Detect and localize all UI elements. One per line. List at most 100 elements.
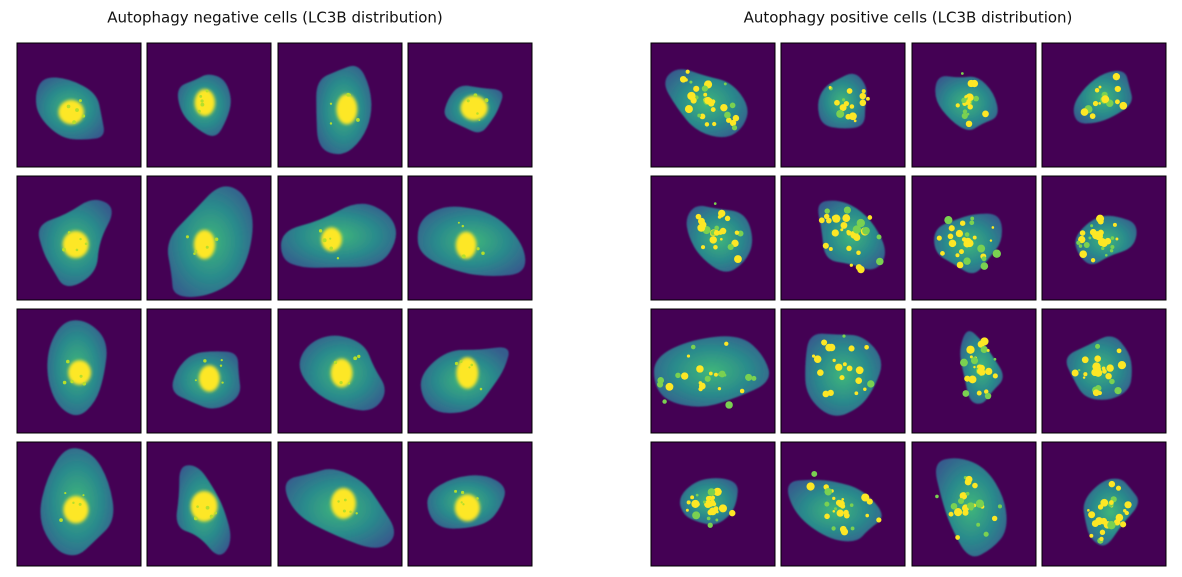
nucleus (198, 365, 220, 392)
puncta (1099, 236, 1103, 239)
cell-image (146, 308, 272, 434)
puncta (72, 120, 77, 125)
image-background (277, 308, 403, 434)
puncta (468, 366, 471, 369)
nucleus (63, 495, 89, 524)
puncta (846, 245, 852, 252)
puncta (684, 105, 693, 114)
puncta (59, 518, 63, 522)
puncta (832, 214, 841, 223)
puncta (962, 509, 969, 516)
puncta (357, 354, 361, 359)
puncta (693, 85, 700, 92)
nucleus (58, 99, 85, 125)
puncta (347, 382, 351, 385)
puncta (72, 501, 75, 505)
puncta (836, 509, 844, 517)
puncta (824, 487, 833, 496)
puncta (831, 229, 839, 237)
cell-image (16, 42, 142, 168)
puncta (855, 377, 863, 385)
nucleus (455, 231, 477, 259)
cell-image (16, 308, 142, 434)
puncta (806, 482, 815, 491)
nucleus (460, 95, 488, 121)
puncta (713, 244, 718, 250)
puncta (955, 253, 960, 258)
puncta (1115, 513, 1124, 522)
nucleus (336, 93, 358, 125)
puncta (708, 502, 712, 506)
puncta (739, 388, 745, 394)
puncta (976, 522, 981, 527)
puncta (959, 220, 966, 226)
nucleus (454, 494, 480, 522)
puncta (1110, 245, 1115, 250)
cell-image (1041, 308, 1167, 434)
puncta (846, 88, 853, 94)
puncta (470, 363, 474, 367)
puncta (944, 216, 953, 225)
puncta (1088, 511, 1096, 519)
puncta (1083, 242, 1090, 248)
puncta (876, 257, 884, 266)
puncta (79, 237, 82, 241)
puncta (701, 85, 708, 92)
puncta (958, 497, 965, 505)
puncta (1079, 250, 1088, 259)
puncta (950, 503, 958, 510)
puncta (710, 107, 716, 113)
puncta (719, 237, 723, 241)
puncta (476, 497, 479, 500)
puncta (977, 244, 986, 253)
cell-body (1083, 478, 1139, 546)
puncta (214, 511, 217, 515)
puncta (1082, 376, 1086, 379)
puncta (484, 98, 489, 103)
puncta (1092, 100, 1099, 107)
puncta (219, 364, 223, 367)
puncta (699, 113, 706, 120)
puncta (813, 355, 822, 363)
puncta (723, 82, 727, 86)
cell-image (911, 175, 1037, 301)
nucleus (330, 487, 356, 519)
puncta (1095, 343, 1101, 349)
puncta (708, 371, 713, 376)
puncta (78, 502, 82, 506)
puncta (1092, 362, 1101, 371)
puncta (992, 373, 998, 379)
puncta (1124, 510, 1129, 516)
cell-image (277, 175, 403, 301)
puncta (843, 206, 851, 214)
puncta (967, 502, 975, 510)
puncta (1110, 236, 1115, 240)
puncta (1102, 98, 1107, 103)
puncta (193, 252, 196, 255)
cell-image (407, 42, 533, 168)
puncta (724, 215, 731, 222)
puncta (839, 375, 845, 381)
puncta (834, 507, 838, 511)
puncta (203, 359, 207, 363)
puncta (1112, 73, 1121, 81)
puncta (322, 238, 327, 243)
puncta (75, 248, 79, 252)
puncta (1119, 101, 1128, 110)
puncta (706, 516, 711, 521)
puncta (711, 500, 716, 504)
puncta (1090, 257, 1096, 263)
puncta (84, 242, 88, 246)
puncta (825, 343, 833, 352)
puncta (713, 487, 722, 496)
puncta (718, 209, 726, 218)
puncta (828, 246, 833, 251)
puncta (828, 85, 832, 89)
puncta (714, 225, 720, 231)
puncta (62, 247, 66, 252)
panel-title: Autophagy positive cells (LC3B distribut… (744, 9, 1073, 27)
puncta (734, 230, 740, 235)
puncta (699, 221, 707, 229)
puncta (686, 500, 691, 505)
